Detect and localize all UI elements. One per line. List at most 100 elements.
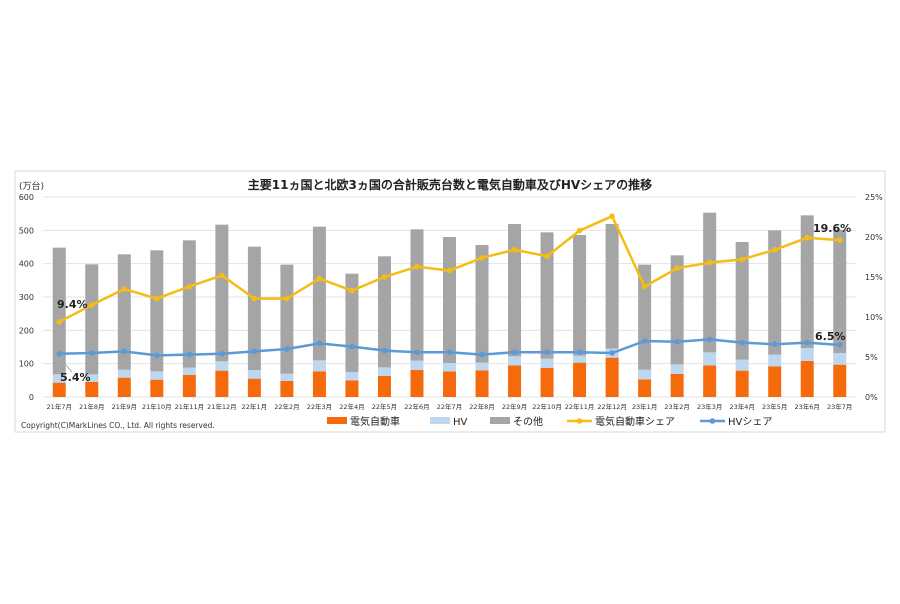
hv-share-point <box>836 342 843 348</box>
y-tick-label: 400 <box>19 260 34 269</box>
ev-share-point <box>284 295 290 302</box>
ev-share-point <box>739 256 745 263</box>
ev-share-point <box>804 235 811 241</box>
bar-hv <box>703 352 717 366</box>
hv-share-point <box>381 347 388 354</box>
bar-other <box>410 229 424 361</box>
bar-ev <box>410 370 424 397</box>
bar-ev <box>703 365 717 397</box>
bar-ev <box>735 370 749 397</box>
ev-share-point <box>349 287 355 294</box>
bar-other <box>215 224 229 362</box>
hv-share-point <box>804 339 811 346</box>
y2-tick-label: 10% <box>865 313 883 322</box>
bar-ev <box>345 380 359 397</box>
hv-share-point <box>739 339 745 346</box>
y2-tick-label: 0% <box>865 393 878 402</box>
x-tick-label: 22年12月 <box>597 402 627 411</box>
x-tick-label: 21年10月 <box>142 402 172 411</box>
hv-share-point <box>154 352 160 359</box>
bar-other <box>573 235 587 356</box>
bar-hv <box>768 354 782 367</box>
x-tick-label: 23年3月 <box>697 402 722 411</box>
bar-hv <box>280 373 294 381</box>
bar-other <box>800 215 814 348</box>
chart-title: 主要11ヵ国と北欧3ヵ国の合計販売台数と電気自動車及びHVシェアの推移 <box>248 177 652 192</box>
hv-share-point <box>446 349 453 356</box>
bar-other <box>768 230 782 355</box>
ev-share-point <box>121 286 128 292</box>
x-tick-label: 21年8月 <box>79 402 104 411</box>
bar-other <box>638 264 652 370</box>
ev-share-point <box>219 272 225 279</box>
legend-ev-share-marker <box>576 418 583 424</box>
hv-share-point <box>641 338 648 344</box>
bar-ev <box>475 370 489 397</box>
hv-share-point <box>219 351 225 357</box>
x-tick-label: 22年1月 <box>242 402 267 411</box>
bar-hv <box>638 369 652 380</box>
bar-other <box>670 255 684 365</box>
bar-hv <box>833 353 847 365</box>
bar-ev <box>215 370 229 397</box>
annotation-leader-line <box>65 364 73 373</box>
bar-ev <box>833 364 847 397</box>
ev-share-point <box>544 253 550 259</box>
hv-share-point <box>349 343 355 350</box>
bar-other <box>280 264 294 374</box>
bar-ev <box>670 374 684 397</box>
legend-ev-share-label: 電気自動車シェア <box>595 415 675 428</box>
legend-other-swatch <box>490 417 510 424</box>
x-tick-label: 22年10月 <box>532 402 562 411</box>
bar-other <box>182 240 196 368</box>
ev-share-point <box>446 267 453 274</box>
bar-hv <box>735 359 749 371</box>
x-tick-label: 22年3月 <box>307 402 332 411</box>
y-tick-label: 200 <box>19 326 34 335</box>
hv-share-point <box>706 336 713 343</box>
ev-share-point <box>186 283 193 290</box>
x-tick-label: 22年8月 <box>469 402 494 411</box>
bar-hv <box>573 355 587 363</box>
x-tick-label: 22年5月 <box>372 402 397 411</box>
x-tick-label: 22年7月 <box>437 402 462 411</box>
x-tick-label: 22年9月 <box>502 402 527 411</box>
ev-share-point <box>154 295 160 302</box>
annotation-hv-share-start: 5.4% <box>60 371 91 384</box>
bar-ev <box>312 371 326 397</box>
bar-other <box>377 256 391 368</box>
x-tick-label: 21年7月 <box>47 402 72 411</box>
bar-hv <box>508 356 522 366</box>
hv-share-point <box>284 346 290 352</box>
bar-hv <box>85 374 99 382</box>
x-tick-label: 22年6月 <box>404 402 429 411</box>
ev-share-point <box>641 283 648 290</box>
bar-hv <box>377 367 391 376</box>
ev-share-point <box>251 295 258 302</box>
bar-hv <box>800 348 814 361</box>
x-tick-label: 21年12月 <box>207 402 237 411</box>
ev-share-point <box>674 265 680 272</box>
bar-other <box>117 254 131 370</box>
bar-ev <box>85 382 99 397</box>
ev-share-point <box>576 227 583 234</box>
hv-share-point <box>479 351 485 358</box>
bar-hv <box>312 360 326 372</box>
bar-hv <box>443 363 456 372</box>
ev-share-point <box>414 263 420 270</box>
bar-other <box>312 226 326 361</box>
legend-hv-share-marker <box>709 418 716 424</box>
x-tick-label: 23年5月 <box>762 402 787 411</box>
ev-share-point <box>56 319 63 325</box>
copyright: Copyright(C)MarkLines CO., Ltd. All righ… <box>21 421 215 430</box>
bar-ev <box>800 361 814 397</box>
x-tick-label: 23年6月 <box>795 402 820 411</box>
y2-tick-label: 25% <box>865 193 883 202</box>
annotation-hv-share-end: 6.5% <box>815 330 846 343</box>
x-tick-label: 23年1月 <box>632 402 657 411</box>
bar-hv <box>150 371 164 380</box>
bar-hv <box>247 370 261 379</box>
bar-other <box>540 232 554 359</box>
bar-ev <box>150 379 164 397</box>
bar-other <box>247 246 261 370</box>
